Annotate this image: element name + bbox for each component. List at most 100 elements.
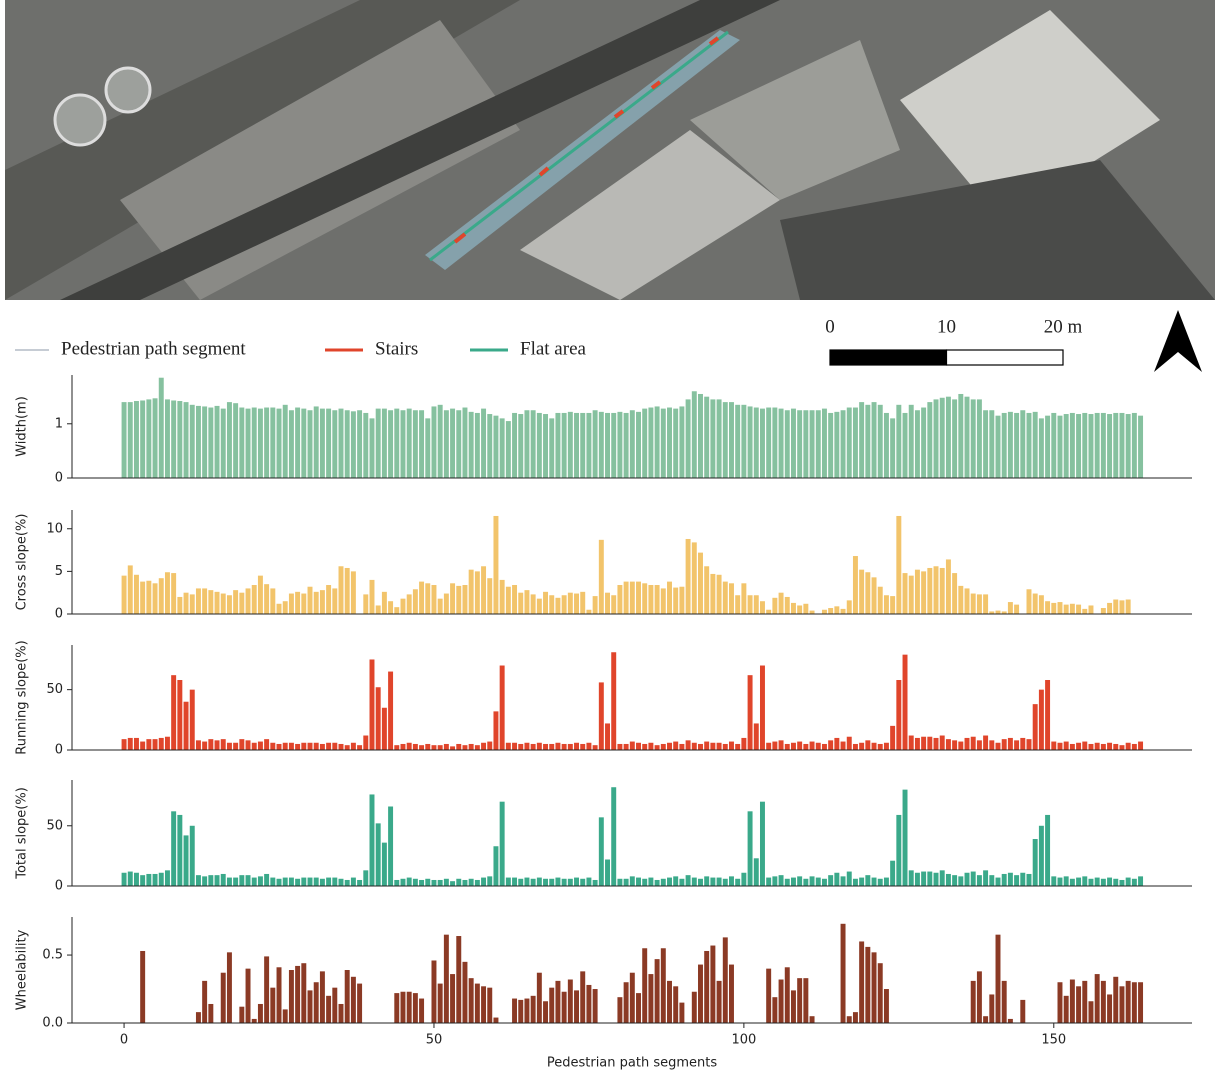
bar <box>1126 981 1131 1023</box>
bar <box>1070 879 1075 886</box>
bar <box>184 593 189 614</box>
bar <box>766 610 771 614</box>
bar <box>270 988 275 1023</box>
bar <box>779 980 784 1023</box>
y-tick-label: 50 <box>46 818 63 833</box>
bar <box>456 879 461 886</box>
bar <box>171 675 176 750</box>
bar <box>748 675 753 750</box>
bar <box>1107 414 1112 478</box>
bar <box>264 584 269 614</box>
bar <box>252 585 257 614</box>
bar <box>283 601 288 614</box>
bar <box>239 593 244 614</box>
bar <box>481 409 486 478</box>
bar <box>407 409 412 478</box>
bar <box>1045 680 1050 750</box>
bar <box>1132 744 1137 750</box>
bar <box>884 413 889 478</box>
bar <box>1027 739 1032 750</box>
bar <box>772 876 777 886</box>
bar <box>345 880 350 886</box>
bar <box>1045 416 1050 478</box>
bar <box>673 742 678 750</box>
bar <box>810 876 815 886</box>
aerial-image <box>5 0 1215 300</box>
bar <box>655 406 660 478</box>
bar <box>834 738 839 750</box>
bar <box>462 408 467 478</box>
bar <box>518 1000 523 1023</box>
bar <box>692 743 697 750</box>
bar <box>277 604 282 614</box>
bar <box>462 962 467 1023</box>
legend-label: Pedestrian path segment <box>61 338 246 359</box>
bar <box>909 870 914 886</box>
bar <box>1138 742 1143 750</box>
bar <box>215 406 220 478</box>
legend-label: Flat area <box>520 338 587 359</box>
bar <box>847 737 852 750</box>
bar <box>996 743 1001 750</box>
bar <box>171 573 176 614</box>
bar <box>549 418 554 478</box>
bar <box>952 573 957 614</box>
bar <box>339 566 344 614</box>
bar <box>810 410 815 478</box>
tank <box>55 95 105 145</box>
bar <box>692 391 697 478</box>
bar <box>630 742 635 750</box>
bar <box>345 970 350 1023</box>
bar <box>277 744 282 750</box>
bar <box>190 690 195 750</box>
bar <box>710 743 715 750</box>
bar <box>159 873 164 886</box>
bar <box>878 587 883 614</box>
bar <box>586 413 591 478</box>
bar <box>686 875 691 886</box>
bar <box>1138 876 1143 886</box>
bar <box>785 879 790 886</box>
bar <box>196 1012 201 1023</box>
bar <box>246 875 251 886</box>
bar <box>481 566 486 614</box>
bar <box>363 594 368 614</box>
bar <box>1051 742 1056 750</box>
bar <box>227 595 232 614</box>
bar <box>475 880 480 886</box>
bar <box>332 410 337 478</box>
bar <box>977 399 982 478</box>
bar <box>363 736 368 750</box>
tank <box>106 68 150 112</box>
bar <box>345 568 350 614</box>
bar <box>903 790 908 886</box>
bar <box>679 744 684 750</box>
bar <box>1088 605 1093 614</box>
bar <box>475 745 480 750</box>
bar <box>562 992 567 1023</box>
bar <box>401 744 406 750</box>
bar <box>977 594 982 614</box>
bar <box>698 879 703 886</box>
bar <box>202 406 207 478</box>
bar <box>134 738 139 750</box>
bar <box>822 879 827 886</box>
bar <box>153 739 158 750</box>
bar <box>146 739 151 750</box>
bar <box>531 996 536 1023</box>
bar <box>543 1001 548 1023</box>
bar <box>989 994 994 1023</box>
bar <box>388 410 393 478</box>
bar <box>642 583 647 614</box>
bar <box>754 595 759 614</box>
bar <box>246 969 251 1023</box>
bar <box>543 414 548 478</box>
bar <box>332 588 337 614</box>
bar <box>277 879 282 886</box>
bar <box>493 846 498 886</box>
bar <box>729 742 734 750</box>
bar <box>642 744 647 750</box>
bar <box>370 418 375 478</box>
bar <box>171 811 176 886</box>
bar <box>215 592 220 614</box>
